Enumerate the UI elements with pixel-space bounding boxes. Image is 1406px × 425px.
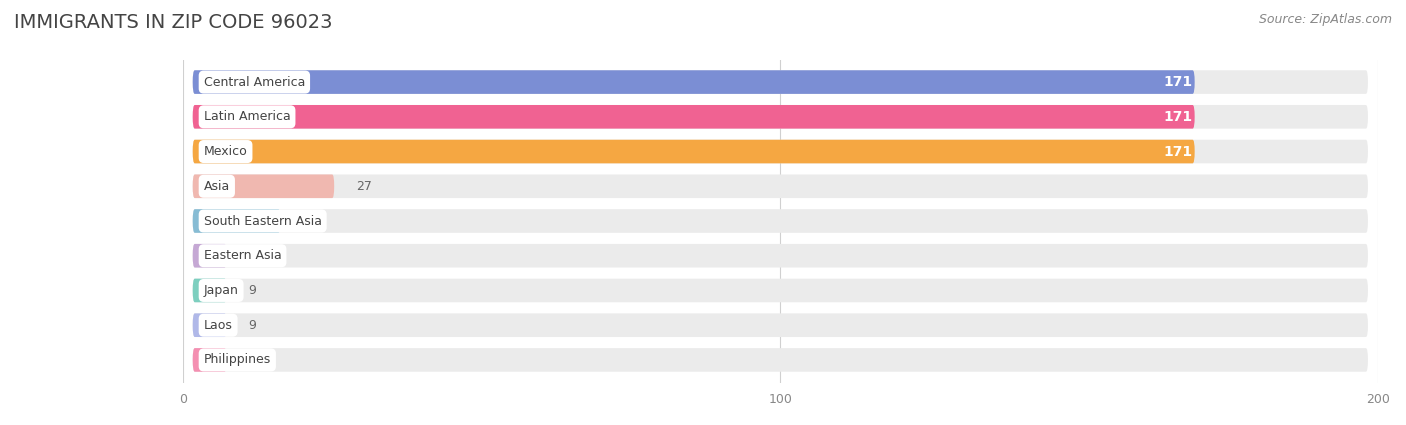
Text: Laos: Laos — [204, 319, 232, 332]
FancyBboxPatch shape — [193, 174, 335, 198]
FancyBboxPatch shape — [193, 140, 1368, 163]
FancyBboxPatch shape — [193, 279, 1368, 302]
FancyBboxPatch shape — [193, 244, 226, 268]
Text: Source: ZipAtlas.com: Source: ZipAtlas.com — [1258, 13, 1392, 26]
FancyBboxPatch shape — [193, 140, 1195, 163]
FancyBboxPatch shape — [193, 313, 226, 337]
Text: 9: 9 — [249, 249, 256, 262]
Text: Eastern Asia: Eastern Asia — [204, 249, 281, 262]
Text: 171: 171 — [1164, 110, 1192, 124]
Text: Philippines: Philippines — [204, 354, 271, 366]
Text: Mexico: Mexico — [204, 145, 247, 158]
FancyBboxPatch shape — [193, 348, 1368, 372]
Text: 171: 171 — [1164, 144, 1192, 159]
Text: IMMIGRANTS IN ZIP CODE 96023: IMMIGRANTS IN ZIP CODE 96023 — [14, 13, 333, 32]
Text: 9: 9 — [249, 284, 256, 297]
FancyBboxPatch shape — [193, 279, 226, 302]
FancyBboxPatch shape — [193, 244, 1368, 268]
Text: South Eastern Asia: South Eastern Asia — [204, 215, 322, 227]
FancyBboxPatch shape — [193, 105, 1195, 129]
Text: Central America: Central America — [204, 76, 305, 88]
FancyBboxPatch shape — [193, 174, 1368, 198]
FancyBboxPatch shape — [193, 209, 1368, 233]
FancyBboxPatch shape — [193, 70, 1195, 94]
FancyBboxPatch shape — [193, 105, 1368, 129]
Text: 9: 9 — [249, 354, 256, 366]
FancyBboxPatch shape — [193, 313, 1368, 337]
Text: Japan: Japan — [204, 284, 239, 297]
Text: 27: 27 — [356, 180, 373, 193]
Text: 9: 9 — [249, 319, 256, 332]
Text: 18: 18 — [302, 215, 318, 227]
Text: Asia: Asia — [204, 180, 231, 193]
FancyBboxPatch shape — [193, 348, 226, 372]
FancyBboxPatch shape — [193, 70, 1368, 94]
Text: Latin America: Latin America — [204, 110, 291, 123]
Text: 171: 171 — [1164, 75, 1192, 89]
FancyBboxPatch shape — [193, 209, 280, 233]
